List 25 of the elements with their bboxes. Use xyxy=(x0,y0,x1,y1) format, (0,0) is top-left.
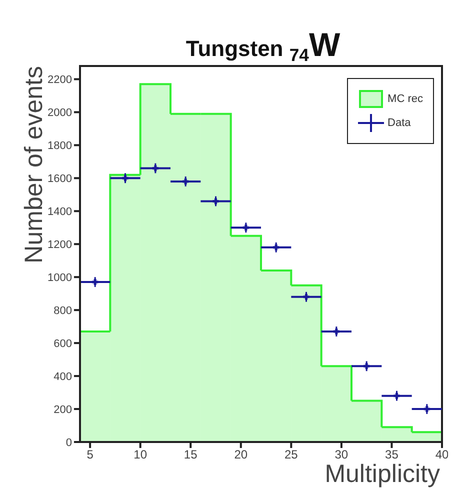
y-tick-label: 200 xyxy=(54,404,72,416)
y-tick-label: 400 xyxy=(54,370,72,383)
chart-title: Tungsten $_{74}$W xyxy=(186,26,341,66)
x-tick-label: 20 xyxy=(234,448,248,462)
y-tick-label: 1400 xyxy=(48,206,72,218)
y-axis-title: Number of events xyxy=(20,66,48,264)
x-tick-label: 40 xyxy=(435,448,449,462)
y-tick-label: 0 xyxy=(66,436,72,449)
y-tick-label: 800 xyxy=(54,304,72,317)
x-tick-label: 15 xyxy=(184,448,198,462)
legend-label: Data xyxy=(388,117,411,129)
y-tick-label: 2000 xyxy=(48,107,72,120)
y-tick-label: 1200 xyxy=(48,239,72,252)
y-tick-label: 600 xyxy=(54,338,72,350)
y-tick-label: 1600 xyxy=(48,173,72,186)
x-tick-label: 35 xyxy=(385,448,399,462)
y-tick-label: 1800 xyxy=(48,140,72,152)
x-tick-label: 25 xyxy=(284,448,298,462)
y-tick-label: 2200 xyxy=(48,74,72,86)
legend-label: MC rec xyxy=(388,93,423,105)
y-tick-label: 1000 xyxy=(48,272,72,284)
x-tick-label: 10 xyxy=(134,448,148,462)
x-tick-label: 30 xyxy=(334,448,348,462)
x-tick-label: 5 xyxy=(86,448,94,462)
x-axis-title: Multiplicity xyxy=(324,460,440,488)
